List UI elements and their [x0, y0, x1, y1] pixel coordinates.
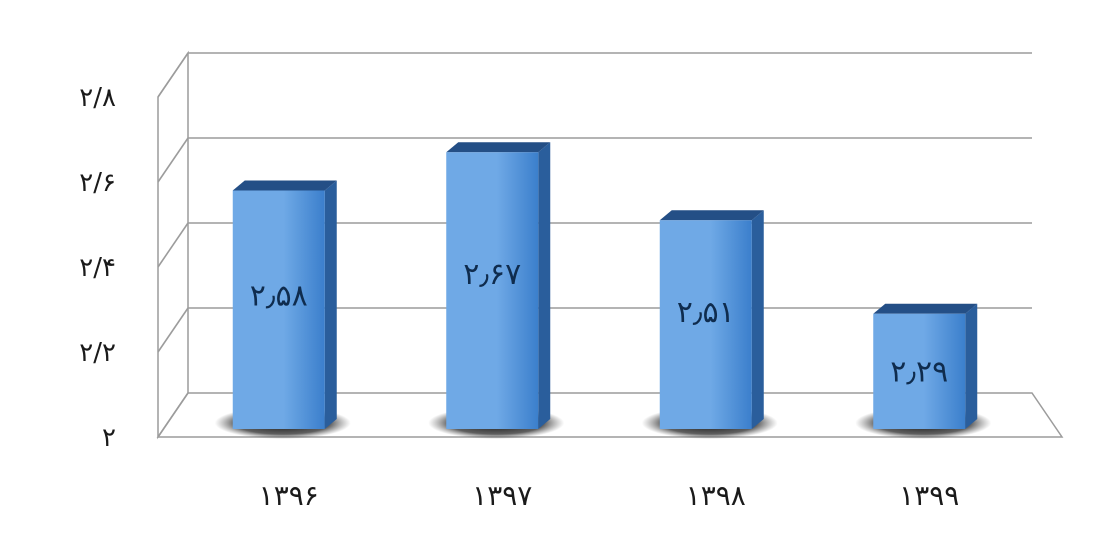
x-category-label: ۱۳۹۶ [259, 479, 319, 512]
bars: ۲٫۵۸ ۲٫۶۷ ۲٫۵۱ ۲٫۲۹ [232, 142, 978, 429]
y-axis-tick-labels: ۲ ۲/۲ ۲/۴ ۲/۶ ۲/۸ [79, 83, 116, 453]
bar-top [659, 210, 764, 221]
bar [232, 190, 325, 429]
y-tick-label: ۲/۴ [79, 253, 116, 283]
data-label: ۲٫۲۹ [890, 354, 948, 389]
gridline-side [157, 52, 189, 98]
bar-top [232, 180, 337, 191]
data-label: ۲٫۵۱ [677, 295, 735, 330]
bar-side [965, 303, 978, 429]
y-tick-label: ۲/۲ [79, 338, 116, 368]
x-category-label: ۱۳۹۷ [472, 479, 532, 512]
bar [873, 313, 966, 429]
bar-side [324, 180, 337, 429]
y-tick-label: ۲ [102, 423, 116, 453]
bar-top [873, 303, 978, 314]
gridline-side [157, 392, 189, 438]
gridline-side [157, 137, 189, 183]
bar [446, 152, 539, 429]
data-label: ۲٫۶۷ [463, 257, 521, 292]
bar-side [538, 142, 551, 429]
bar [659, 220, 752, 429]
bar-side [751, 210, 764, 429]
data-label: ۲٫۵۸ [250, 278, 308, 313]
x-category-label: ۱۳۹۹ [899, 479, 959, 512]
x-category-label: ۱۳۹۸ [686, 479, 746, 512]
y-tick-label: ۲/۸ [79, 83, 116, 113]
gridline-side [157, 222, 189, 268]
bar-top [446, 142, 551, 153]
y-tick-label: ۲/۶ [79, 168, 116, 198]
gridline-side [157, 307, 189, 353]
x-axis-category-labels: ۱۳۹۶ ۱۳۹۷ ۱۳۹۸ ۱۳۹۹ [259, 479, 960, 512]
